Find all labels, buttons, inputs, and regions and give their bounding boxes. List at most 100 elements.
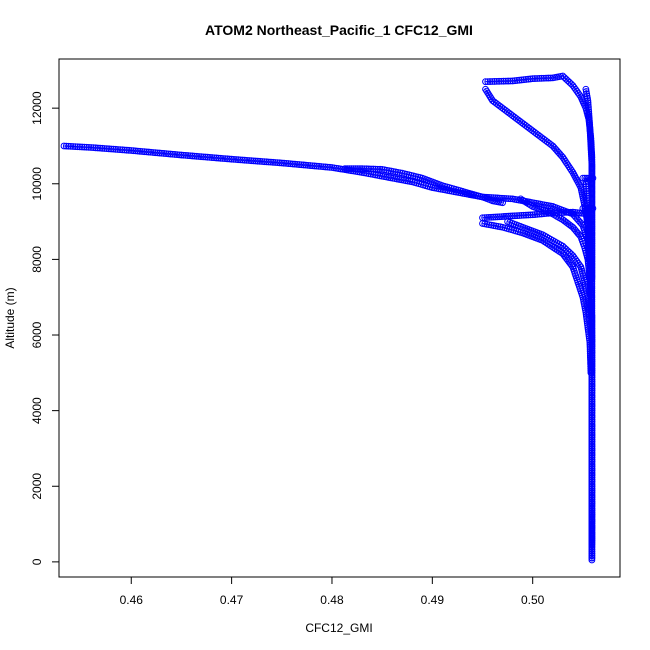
data-point [588,442,596,450]
data-point [588,371,596,379]
data-point [236,156,244,164]
data-point [263,158,270,166]
data-point [588,429,596,437]
data-point [147,148,155,156]
data-point [588,485,596,492]
data-point [269,158,277,166]
data-point [588,296,596,303]
data-point [588,157,596,165]
data-point [583,194,591,202]
data-point [515,76,523,84]
data-point [518,76,525,84]
data-point [533,75,541,82]
y-axis-label: Altitude (m) [3,287,17,348]
data-point [260,158,268,166]
data-point [500,213,508,220]
data-point [482,78,489,86]
data-point [522,76,530,83]
data-point [506,77,514,85]
data-point [567,208,575,216]
data-point [276,159,284,167]
data-point [588,347,596,354]
data-point [540,74,548,82]
y-axis: 0 2000 4000 6000 8000 10000 12000 [30,91,60,565]
data-point [588,482,596,490]
data-point [121,146,128,154]
data-point [504,77,512,85]
data-point [250,157,257,165]
data-point [583,206,591,214]
data-point [588,418,596,426]
data-point [206,153,214,161]
data-point [584,99,592,107]
data-point [588,271,596,279]
data-point [585,251,593,259]
data-point [363,165,370,173]
data-point [588,322,596,330]
data-point [230,155,238,163]
data-point [524,211,532,219]
data-point [62,142,70,150]
data-point [547,74,554,82]
data-point [74,143,81,151]
data-point [518,212,525,219]
data-point [547,209,554,217]
data-point [154,149,161,157]
data-point [588,409,596,417]
data-point [587,150,595,158]
data-point [103,145,111,153]
data-point [365,165,373,173]
data-point [588,311,596,319]
data-point [588,425,596,432]
data-point [588,349,596,357]
data-point [188,152,196,160]
data-point [562,208,570,216]
data-point [495,77,503,85]
data-point [489,213,497,221]
data-point [369,165,377,173]
data-point [180,151,188,159]
data-point [527,75,534,83]
data-point [588,471,596,479]
data-point [140,148,148,156]
data-point [69,143,77,150]
data-point [256,157,264,165]
data-point [588,491,596,499]
data-point [588,333,596,341]
data-point [587,138,595,146]
data-point [87,144,95,151]
data-point [215,154,222,162]
y-tick-label: 4000 [30,397,44,424]
data-point [254,157,262,165]
data-point [531,211,539,218]
data-point [67,142,75,150]
data-point [295,161,303,168]
data-point [130,147,137,155]
data-point [162,150,170,158]
data-point [588,447,596,455]
data-point [484,78,492,86]
data-point [160,150,168,157]
data-point [502,195,510,202]
data-point [588,458,596,466]
data-point [588,480,596,488]
data-point [348,165,355,173]
data-point [588,438,596,446]
data-point [585,117,593,124]
data-point [588,427,596,435]
data-point [584,220,592,228]
data-point [245,157,253,164]
y-tick-label: 2000 [30,473,44,500]
data-point [247,157,255,165]
data-point [588,276,596,283]
data-point [585,228,592,236]
data-point [588,153,595,160]
data-point [271,159,279,166]
data-point [582,180,590,188]
data-point [588,278,596,286]
data-point [71,143,79,150]
data-point [520,211,528,219]
data-point [585,253,593,261]
data-point [586,121,594,129]
data-point [588,547,596,555]
